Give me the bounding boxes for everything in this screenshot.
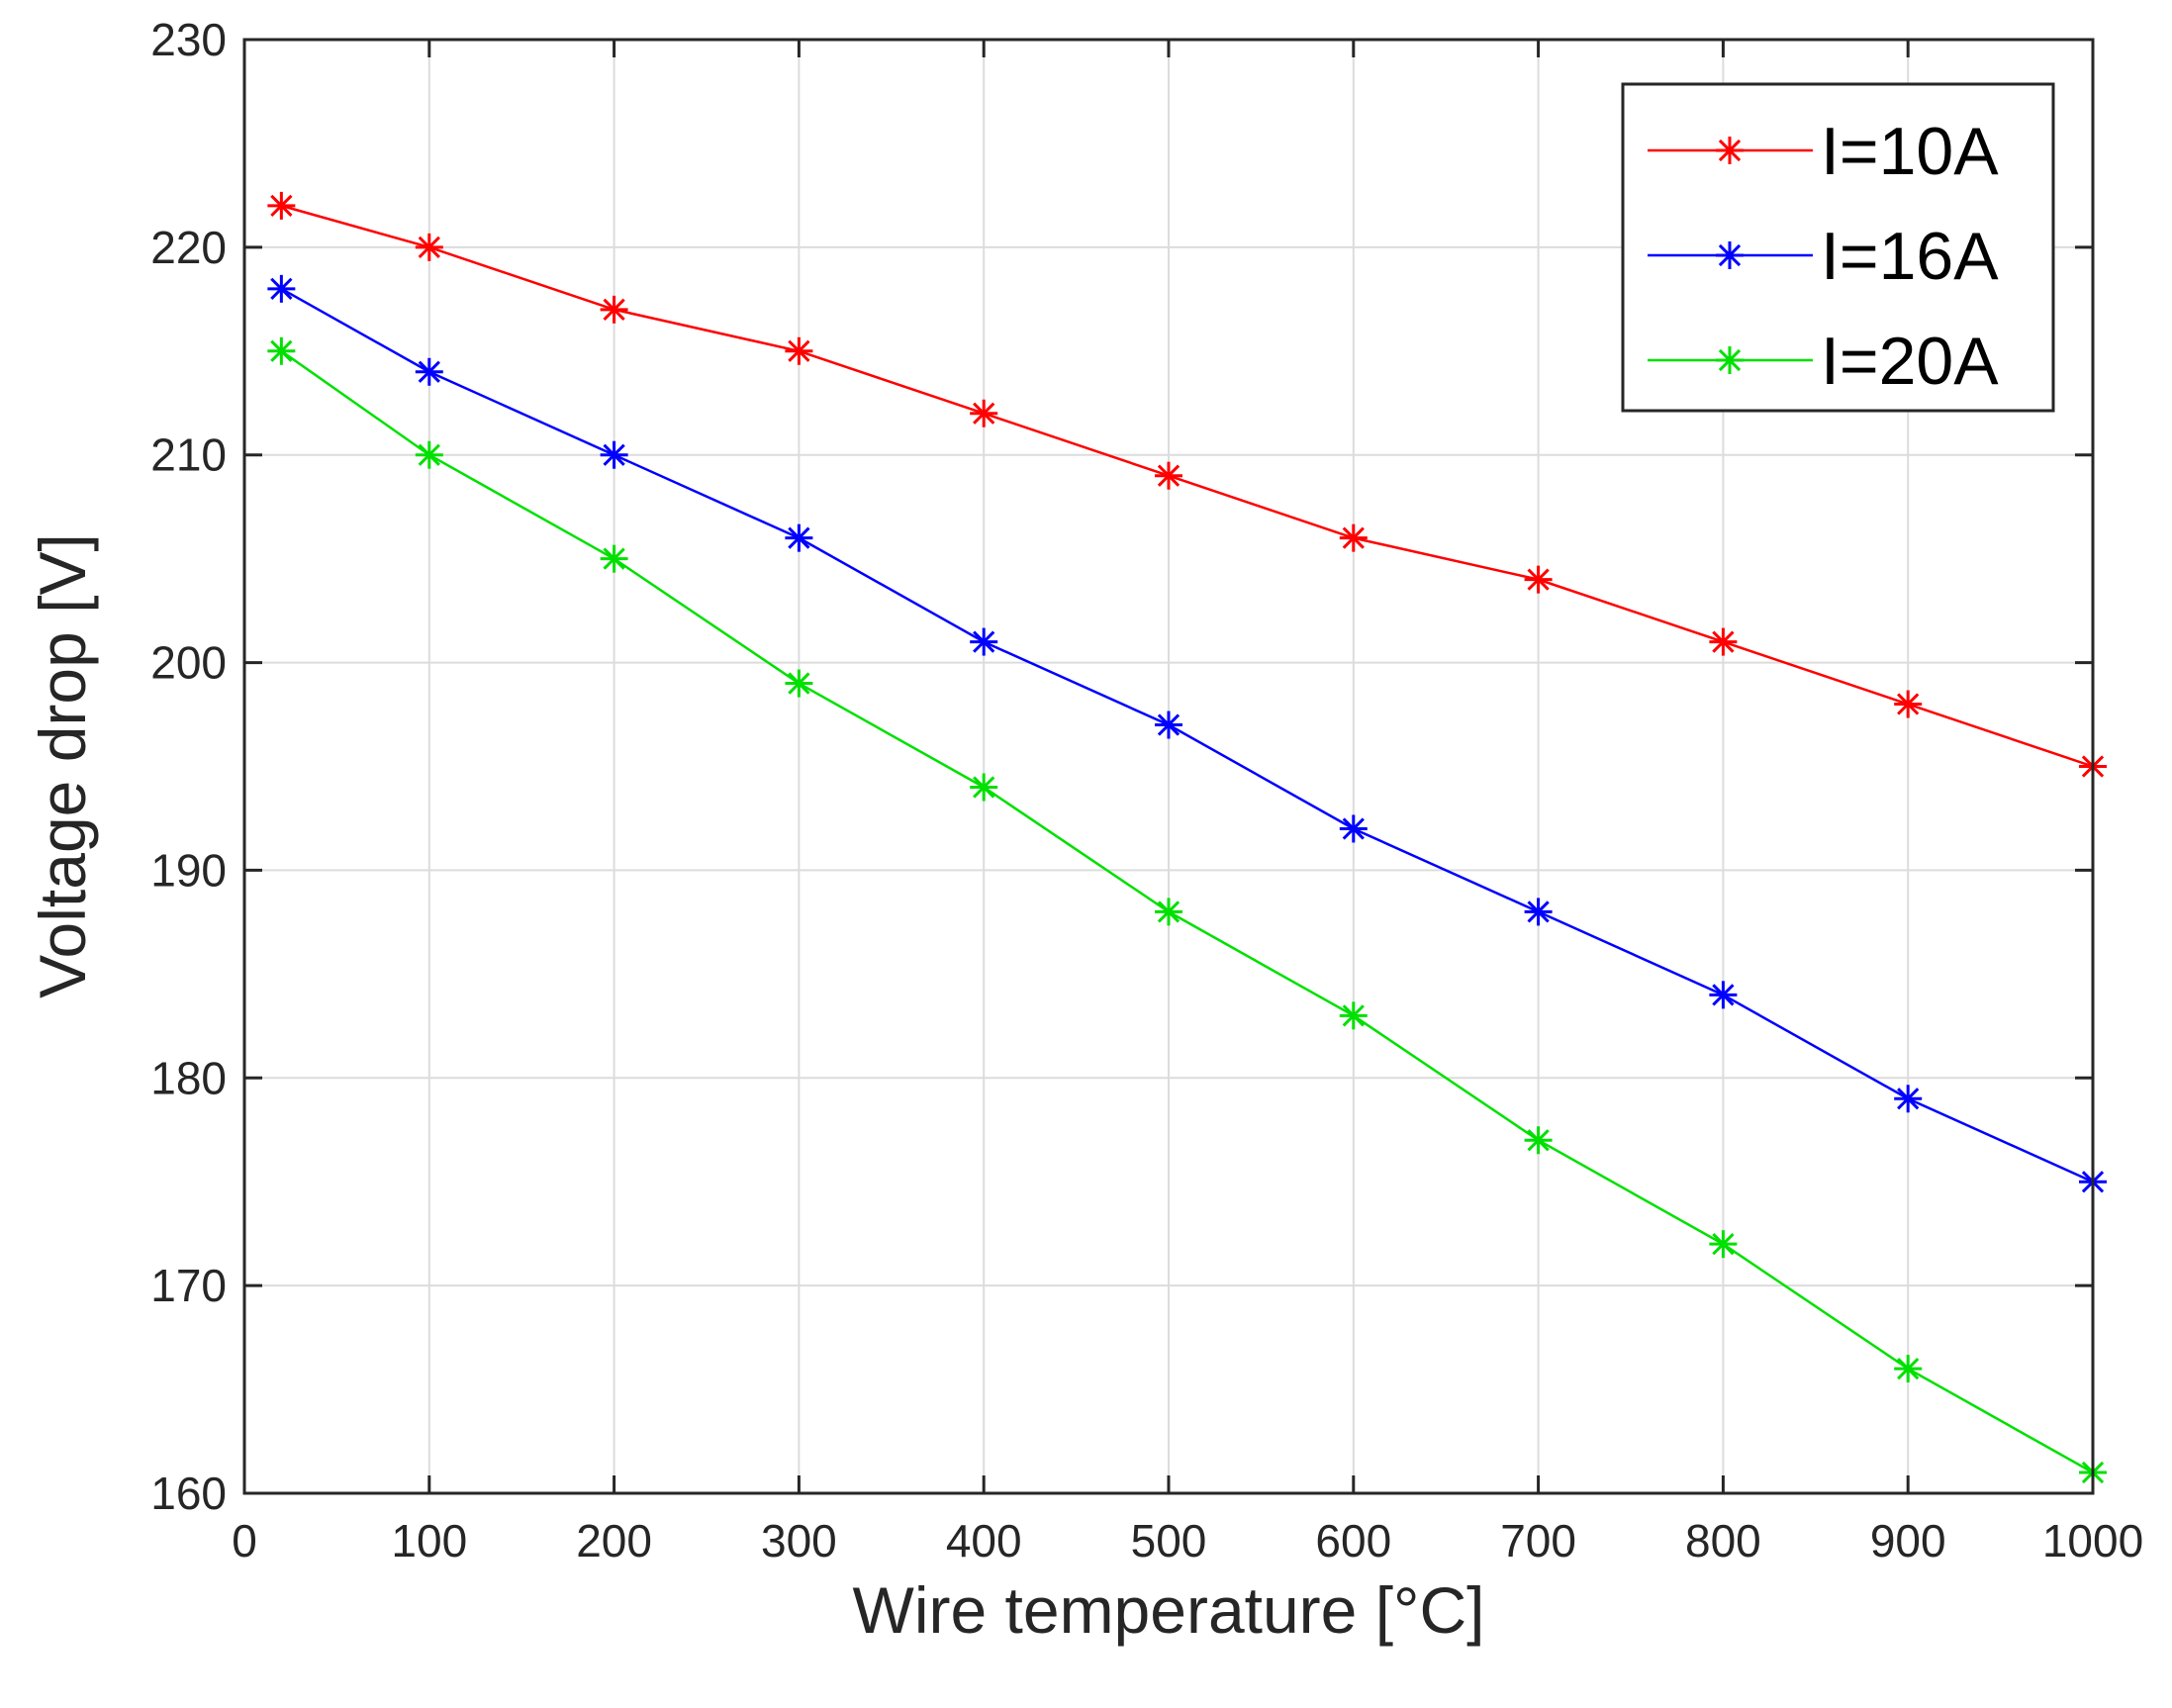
- data-point: [785, 336, 813, 365]
- y-tick-label: 200: [150, 637, 227, 689]
- data-point: [267, 191, 296, 220]
- y-tick-label: 230: [150, 14, 227, 65]
- data-point: [267, 336, 296, 365]
- y-axis-label: Voltage drop [V]: [26, 533, 99, 998]
- data-point: [1339, 814, 1368, 843]
- legend-entry: I=16A: [1648, 219, 1999, 294]
- data-point: [1339, 523, 1368, 552]
- data-point: [1524, 898, 1553, 926]
- legend-entry: I=10A: [1648, 114, 1999, 189]
- data-point: [970, 627, 998, 656]
- series-I=10A: [267, 191, 2107, 781]
- y-tick-label: 170: [150, 1260, 227, 1311]
- x-tick-label: 0: [232, 1515, 257, 1566]
- data-point: [1155, 461, 1182, 490]
- data-point: [1709, 627, 1738, 656]
- data-point: [1894, 1085, 1923, 1113]
- data-point: [600, 440, 628, 469]
- legend-marker: [1716, 346, 1744, 374]
- data-point: [1155, 711, 1182, 739]
- legend-marker: [1716, 241, 1744, 269]
- data-point: [1894, 690, 1923, 718]
- data-point: [415, 233, 443, 261]
- x-axis-label: Wire temperature [°C]: [853, 1573, 1485, 1647]
- data-point: [970, 399, 998, 427]
- data-point: [785, 523, 813, 552]
- data-point: [970, 773, 998, 802]
- y-tick-label: 210: [150, 429, 227, 481]
- y-tick-label: 180: [150, 1052, 227, 1103]
- legend-label: I=10A: [1821, 114, 1999, 189]
- axis-ticks: 0 100 200 300 400 500 600 700 800 900 1000 160 170 18…: [150, 14, 2143, 1566]
- y-tick-label: 190: [150, 844, 227, 896]
- data-point: [1339, 1001, 1368, 1030]
- data-point: [1709, 981, 1738, 1009]
- x-tick-label: 400: [946, 1515, 1022, 1566]
- data-point: [600, 295, 628, 324]
- x-tick-label: 100: [391, 1515, 467, 1566]
- series-I=20A: [267, 336, 2107, 1487]
- legend-label: I=16A: [1821, 219, 1999, 294]
- y-tick-label: 220: [150, 222, 227, 273]
- legend-label: I=20A: [1821, 324, 1999, 399]
- data-point: [1155, 898, 1182, 926]
- series-lines: [267, 191, 2107, 1487]
- x-tick-label: 800: [1685, 1515, 1761, 1566]
- x-tick-label: 300: [761, 1515, 837, 1566]
- legend: I=10A I=16A I=20A: [1621, 82, 2055, 413]
- data-point: [267, 274, 296, 303]
- series-I=16A: [267, 274, 2107, 1196]
- data-point: [600, 544, 628, 573]
- x-tick-label: 900: [1870, 1515, 1946, 1566]
- data-point: [1894, 1355, 1923, 1383]
- data-point: [1524, 1126, 1553, 1155]
- legend-box: [1621, 82, 2055, 413]
- legend-marker: [1716, 137, 1744, 164]
- y-tick-label: 160: [150, 1468, 227, 1519]
- data-point: [415, 357, 443, 386]
- data-point: [1524, 565, 1553, 594]
- legend-entry: I=20A: [1648, 324, 1999, 399]
- x-tick-label: 1000: [2042, 1515, 2143, 1566]
- data-point: [785, 669, 813, 698]
- x-tick-label: 200: [576, 1515, 652, 1566]
- x-tick-label: 600: [1315, 1515, 1391, 1566]
- data-point: [415, 440, 443, 469]
- data-point: [1709, 1230, 1738, 1259]
- x-tick-label: 500: [1131, 1515, 1207, 1566]
- x-tick-label: 700: [1500, 1515, 1576, 1566]
